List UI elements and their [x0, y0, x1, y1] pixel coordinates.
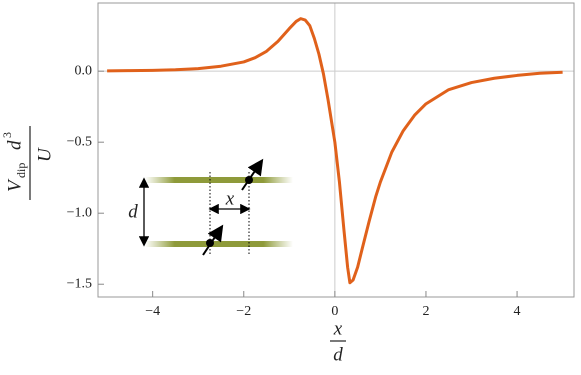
x-label-x: x	[333, 318, 343, 339]
inset-label: x	[225, 188, 235, 209]
y-axis-label: V dip d 3 U	[0, 126, 55, 200]
inset-diagram: d x	[128, 158, 293, 256]
y-tick-label: 0.0	[75, 63, 93, 78]
y-label-sup: 3	[0, 132, 14, 138]
x-tick-label: −2	[236, 304, 251, 319]
x-tick-label: 4	[514, 304, 521, 319]
y-label-u: U	[34, 147, 55, 162]
y-label-sub: dip	[14, 163, 28, 178]
dipole-dot	[206, 239, 214, 247]
y-label-v: V	[4, 178, 25, 192]
plot-frame	[97, 2, 575, 298]
x-label-d: d	[333, 344, 343, 365]
x-axis-label: x d	[330, 318, 346, 365]
dipole-dot	[245, 176, 253, 184]
dipole	[241, 158, 264, 191]
series-line	[107, 17, 563, 285]
layer	[145, 177, 293, 183]
y-tick-label: −1.5	[67, 276, 92, 291]
x-tick-label: 0	[331, 304, 338, 319]
layer	[145, 241, 293, 247]
x-tick-label: −4	[145, 304, 160, 319]
inset-label: d	[128, 201, 138, 222]
y-tick-label: −1.0	[67, 205, 92, 220]
y-label-d: d	[4, 140, 25, 150]
y-tick-label: −0.5	[67, 134, 92, 149]
x-tick-label: 2	[422, 304, 429, 319]
